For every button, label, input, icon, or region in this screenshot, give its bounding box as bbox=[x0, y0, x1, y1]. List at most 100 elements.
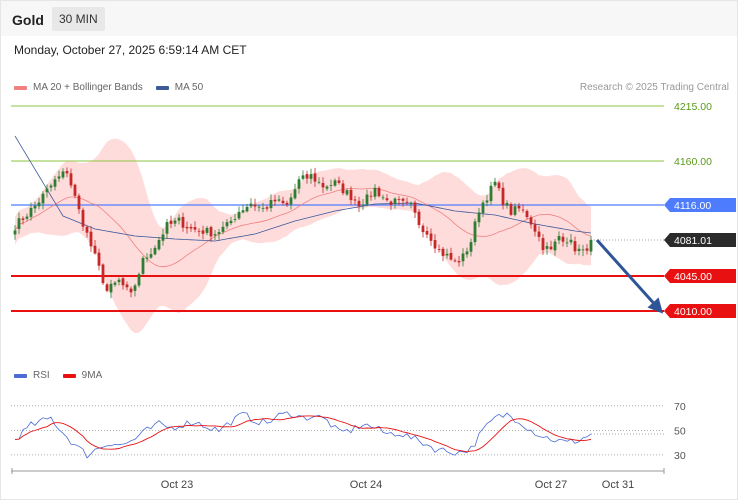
rsi-tick-label: 50 bbox=[674, 425, 686, 437]
candle-body bbox=[61, 171, 65, 178]
price-tag-label-pivot: 4116.00 bbox=[674, 200, 711, 212]
candle-body bbox=[365, 194, 369, 205]
candle-body bbox=[537, 231, 541, 237]
candle-body bbox=[157, 239, 161, 250]
candle-body bbox=[561, 236, 565, 242]
candle-body bbox=[509, 204, 513, 215]
candle-body bbox=[25, 216, 29, 219]
candle-body bbox=[369, 195, 373, 197]
level-label-resistance: 4215.00 bbox=[674, 101, 712, 113]
price-tags: 4215.00 4160.00 4116.00 4081.01 4045.00 4010.… bbox=[664, 101, 736, 318]
candle-body bbox=[237, 211, 241, 219]
candle-body bbox=[233, 219, 237, 220]
candle-body bbox=[73, 184, 77, 196]
rsi-panel: 70 50 30 bbox=[11, 401, 686, 462]
candle-body bbox=[377, 187, 381, 197]
candle-body bbox=[521, 209, 525, 211]
candle-body bbox=[109, 283, 113, 293]
candle-body bbox=[397, 199, 401, 200]
candle-body bbox=[505, 202, 509, 206]
candle-body bbox=[329, 184, 333, 186]
candle-body bbox=[225, 222, 229, 227]
candle-body bbox=[221, 226, 225, 232]
candle-body bbox=[541, 238, 545, 251]
rsi-tick-label: 70 bbox=[674, 401, 686, 413]
main-legend: MA 20 + Bollinger Bands MA 50 bbox=[14, 82, 203, 93]
candle-body bbox=[173, 220, 177, 224]
candle-body bbox=[185, 226, 189, 229]
candle-body bbox=[117, 279, 121, 283]
candle-body bbox=[37, 202, 41, 207]
candle-body bbox=[41, 193, 45, 204]
price-tag-label-support: 4045.00 bbox=[674, 271, 712, 283]
candle-body bbox=[317, 181, 321, 183]
candle-body bbox=[373, 187, 377, 197]
x-tick-label: Oct 27 bbox=[535, 479, 567, 491]
candle-body bbox=[381, 197, 385, 199]
candle-body bbox=[293, 189, 297, 199]
candle-body bbox=[565, 242, 569, 244]
candle-body bbox=[553, 241, 557, 251]
candle-body bbox=[217, 232, 221, 235]
bollinger-band bbox=[15, 138, 591, 334]
candle-body bbox=[465, 251, 469, 255]
rsi-ma-swatch bbox=[62, 373, 76, 378]
candle-body bbox=[165, 222, 169, 234]
candle-body bbox=[349, 189, 353, 201]
candle-body bbox=[421, 225, 425, 233]
candle-body bbox=[313, 173, 317, 182]
candle-body bbox=[481, 202, 485, 214]
candle-body bbox=[305, 174, 309, 179]
timeframe-selector[interactable]: 30 MIN bbox=[52, 7, 105, 31]
candle-body bbox=[433, 240, 437, 249]
candle-body bbox=[281, 200, 285, 204]
candle-body bbox=[333, 180, 337, 186]
candle-body bbox=[97, 252, 101, 266]
candle-body bbox=[113, 282, 117, 285]
candle-body bbox=[489, 185, 493, 202]
candle-body bbox=[357, 200, 361, 207]
ma50-line bbox=[14, 135, 592, 242]
candle-body bbox=[405, 201, 409, 203]
candle-body bbox=[285, 202, 289, 205]
candle-body bbox=[557, 236, 561, 241]
x-axis: Oct 23 Oct 24 Oct 27 Oct 31 bbox=[11, 468, 665, 491]
candle-body bbox=[53, 179, 57, 187]
top-bar: Gold 30 MIN bbox=[1, 1, 737, 36]
candle-body bbox=[429, 233, 433, 241]
levels-layer bbox=[11, 105, 664, 312]
rsi-legend: RSI 9MA bbox=[14, 370, 102, 381]
candle-body bbox=[573, 241, 577, 252]
candle-body bbox=[473, 221, 477, 243]
candle-body bbox=[189, 226, 193, 229]
candle-body bbox=[441, 248, 445, 256]
candle-body bbox=[417, 211, 421, 226]
candle-body bbox=[181, 216, 185, 228]
candle-body bbox=[257, 206, 261, 208]
candle-body bbox=[193, 227, 197, 230]
rsi-line bbox=[14, 411, 592, 459]
candle-body bbox=[425, 230, 429, 235]
candle-body bbox=[153, 247, 157, 255]
forecast-arrow bbox=[595, 238, 664, 314]
candle-body bbox=[45, 188, 49, 193]
candle-body bbox=[513, 206, 517, 215]
candle-body bbox=[437, 249, 441, 250]
candle-body bbox=[525, 210, 529, 218]
candle-body bbox=[485, 200, 489, 203]
level-label-resistance: 4160.00 bbox=[674, 156, 712, 168]
x-tick-label: Oct 24 bbox=[350, 479, 382, 491]
candle-body bbox=[93, 245, 97, 254]
candle-body bbox=[517, 205, 521, 209]
candle-body bbox=[449, 252, 453, 260]
candle-body bbox=[321, 183, 325, 188]
symbol-title: Gold bbox=[12, 12, 44, 28]
candle-body bbox=[569, 239, 573, 243]
candle-body bbox=[101, 264, 105, 284]
price-tag-support bbox=[664, 269, 736, 283]
candle-body bbox=[269, 200, 273, 209]
legend-rsi-label: RSI bbox=[33, 370, 50, 381]
candle-body bbox=[297, 179, 301, 189]
candle-body bbox=[265, 207, 269, 209]
